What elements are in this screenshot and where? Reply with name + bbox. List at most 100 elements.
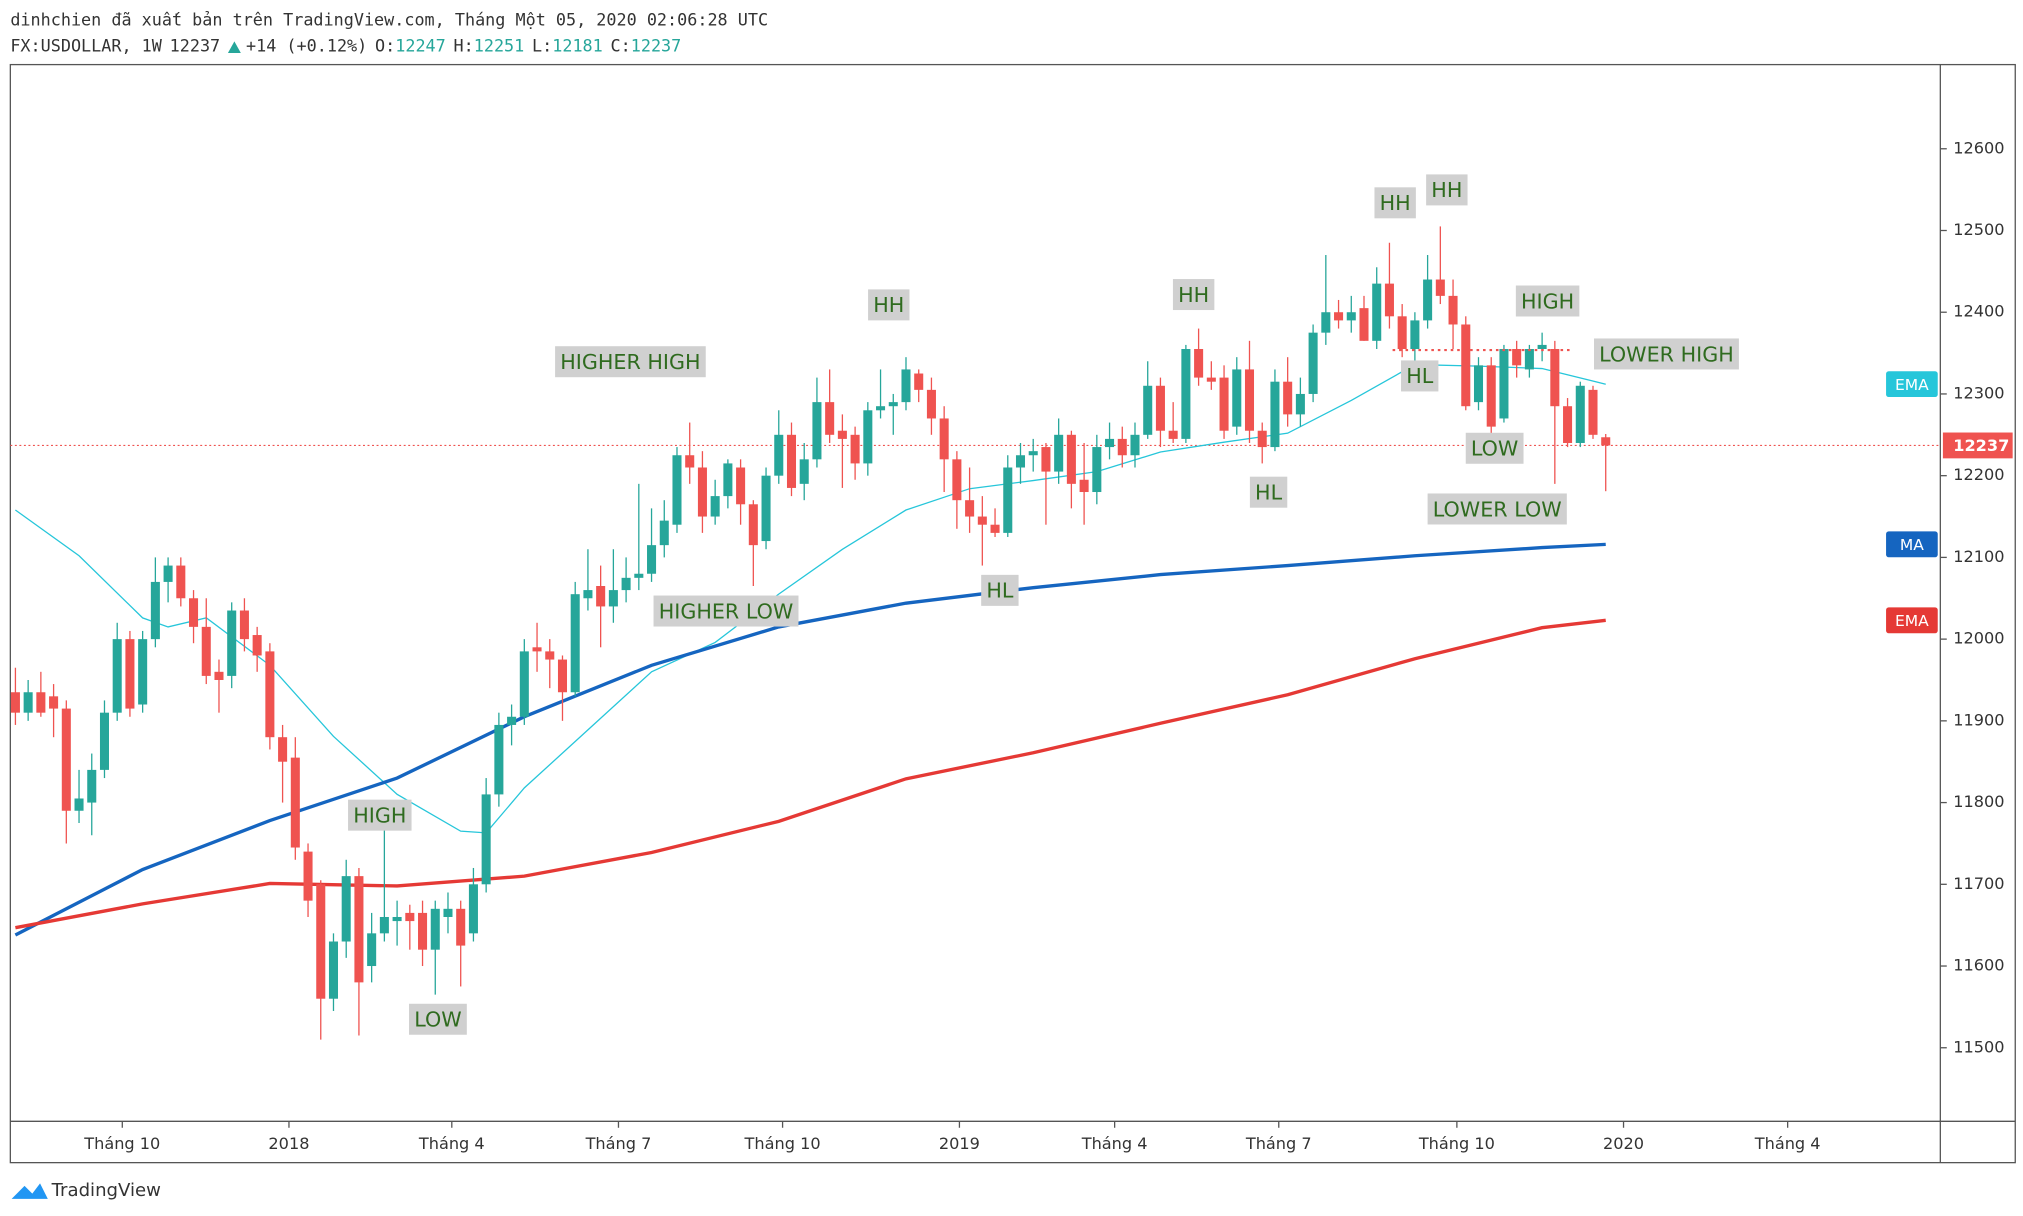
annotation-box: [1249, 476, 1288, 508]
annotation-box: [1593, 338, 1739, 370]
annotation-text: HH: [1431, 178, 1462, 202]
candle-body: [405, 912, 415, 922]
candle-body: [1550, 348, 1560, 407]
up-arrow: [227, 41, 241, 53]
annotation-box: [981, 574, 1019, 606]
candle-body: [736, 467, 746, 505]
annotation-box: [555, 346, 706, 378]
annotation: HIGH: [1515, 285, 1580, 317]
candle-body: [468, 884, 478, 934]
candle-body: [748, 504, 758, 546]
candle-body: [1219, 377, 1229, 431]
annotation-text: HH: [1178, 283, 1209, 307]
y-tick-label: 12100: [1953, 547, 2004, 566]
change: +14 (+0.12%): [246, 36, 367, 56]
annotation-box: [1426, 174, 1468, 206]
x-tick-label: Tháng 10: [1418, 1134, 1495, 1153]
annotation: LOW: [409, 1003, 467, 1035]
candle-body: [99, 712, 110, 770]
candle-body: [1295, 393, 1305, 415]
candle-body: [201, 626, 211, 676]
candle-body: [303, 851, 313, 901]
ohlc-value: 12181: [552, 36, 603, 56]
annotation-text: HIGH: [353, 803, 406, 827]
candle-body: [1423, 279, 1433, 321]
candle-body: [1003, 467, 1013, 533]
candle-body: [1143, 385, 1153, 435]
ohlc-key: L:: [532, 36, 552, 56]
candle-body: [265, 651, 275, 738]
publish-info: dinhchien đã xuất bản trên TradingView.c…: [10, 10, 768, 30]
x-tick-label: Tháng 10: [744, 1134, 821, 1153]
candle-body: [634, 573, 644, 578]
y-tick-label: 11900: [1953, 710, 2004, 729]
candle-body: [583, 590, 593, 599]
candle-body: [659, 520, 669, 546]
candle-body: [825, 402, 835, 435]
symbol: FX:USDOLLAR, 1W: [10, 36, 162, 56]
candle-body: [290, 757, 300, 848]
candle-body: [316, 884, 326, 999]
candle-body: [36, 692, 46, 713]
candle-body: [990, 524, 1000, 533]
candle-body: [1601, 437, 1611, 446]
y-tick-label: 11500: [1953, 1037, 2004, 1056]
annotation-box: [1401, 360, 1439, 392]
brand: TradingView: [51, 1180, 161, 1201]
candle-body: [710, 496, 720, 517]
indicator-line: [15, 618, 1606, 930]
x-tick-label: 2020: [1603, 1134, 1644, 1153]
candle-body: [1041, 447, 1051, 472]
candle-body: [74, 798, 84, 811]
candle-body: [328, 941, 339, 999]
annotation-box: [1465, 432, 1524, 464]
candle-body: [341, 876, 351, 942]
candle-body: [977, 516, 987, 525]
ohlc-value: 12237: [631, 36, 682, 56]
candle-body: [685, 455, 695, 468]
annotation-text: HH: [1380, 191, 1411, 215]
candle-body: [379, 916, 389, 934]
annotation-box: [1427, 493, 1567, 525]
annotation: HL: [1249, 476, 1288, 508]
x-tick-label: Tháng 7: [585, 1134, 652, 1153]
axis-badge: [1886, 607, 1938, 634]
candle-body: [1168, 430, 1178, 439]
candle-body: [1130, 434, 1140, 456]
candle-body: [1054, 434, 1064, 472]
candle-body: [1473, 365, 1484, 403]
ohlc-key: H:: [454, 36, 474, 56]
y-tick-label: 12500: [1953, 220, 2004, 239]
ohlc-key: C:: [611, 36, 631, 56]
annotation: HIGH: [348, 799, 412, 831]
annotation-text: LOW: [1471, 437, 1518, 461]
candle-body: [125, 639, 135, 709]
annotation: LOWER LOW: [1427, 493, 1567, 525]
x-tick-label: Tháng 4: [418, 1134, 485, 1153]
candle-body: [138, 639, 148, 705]
candle-body: [430, 908, 440, 950]
candle-body: [176, 565, 186, 599]
candle-body: [163, 565, 173, 582]
ohlc-value: 12247: [395, 36, 446, 56]
candle-body: [723, 463, 733, 497]
annotation-text: HIGHER LOW: [659, 599, 794, 623]
annotation: HH: [1172, 279, 1215, 311]
candle-body: [456, 908, 466, 946]
candle-body: [1461, 324, 1471, 407]
candle-body: [1575, 385, 1585, 443]
candle-body: [1359, 308, 1369, 341]
x-tick-label: 2018: [268, 1134, 309, 1153]
annotation: HIGHER HIGH: [555, 346, 706, 378]
candle-body: [863, 410, 873, 464]
annotation-box: [1374, 187, 1416, 219]
candle-body: [1512, 348, 1522, 366]
y-tick-label: 11600: [1953, 956, 2004, 975]
annotation-text: HL: [1255, 480, 1283, 504]
candle-body: [799, 459, 809, 484]
annotation: HL: [981, 574, 1019, 606]
candle-body: [1066, 434, 1076, 484]
y-tick-label: 12400: [1953, 302, 2004, 321]
axis-badge-label: MA: [1900, 536, 1924, 554]
